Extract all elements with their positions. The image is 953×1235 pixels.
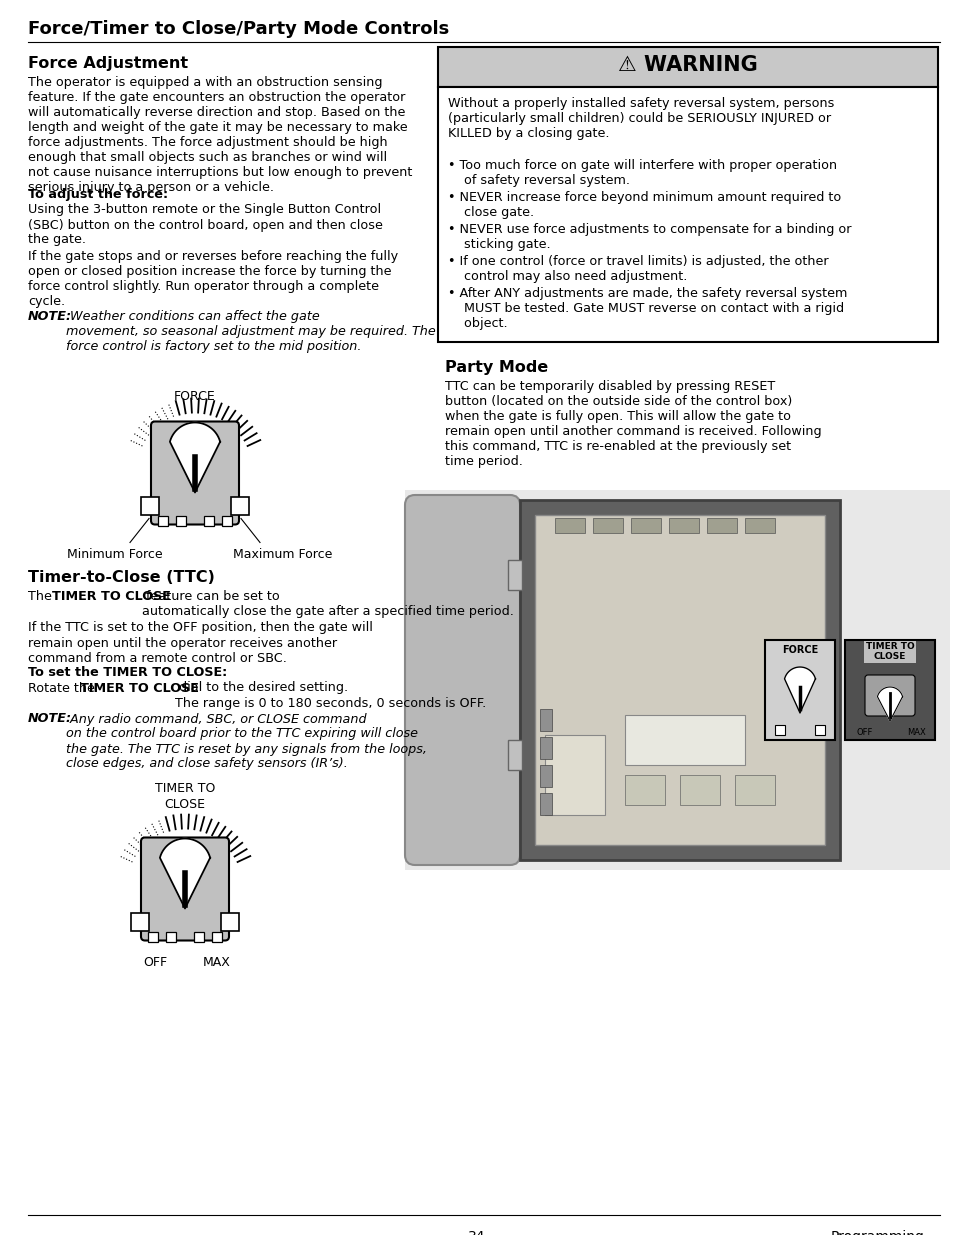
- Bar: [844, 640, 934, 740]
- Bar: [507, 559, 521, 590]
- Bar: [679, 776, 720, 805]
- Text: TTC can be temporarily disabled by pressing RESET
button (located on the outside: TTC can be temporarily disabled by press…: [444, 380, 821, 468]
- Bar: [764, 640, 834, 740]
- Bar: [555, 517, 584, 534]
- Text: Force Adjustment: Force Adjustment: [28, 56, 188, 70]
- Bar: [158, 515, 168, 526]
- Text: • If one control (force or travel limits) is adjusted, the other
    control may: • If one control (force or travel limits…: [448, 254, 828, 283]
- Polygon shape: [783, 667, 815, 713]
- Text: Weather conditions can affect the gate
movement, so seasonal adjustment may be r: Weather conditions can affect the gate m…: [66, 310, 436, 353]
- Text: feature can be set to
automatically close the gate after a specified time period: feature can be set to automatically clos…: [142, 590, 514, 619]
- Bar: [131, 913, 149, 930]
- Text: FORCE: FORCE: [174, 389, 215, 403]
- Text: Using the 3-button remote or the Single Button Control
(SBC) button on the contr: Using the 3-button remote or the Single …: [28, 204, 382, 247]
- Text: Party Mode: Party Mode: [444, 359, 548, 375]
- Text: NOTE:: NOTE:: [28, 310, 72, 324]
- FancyBboxPatch shape: [864, 676, 914, 716]
- Text: Timer-to-Close (TTC): Timer-to-Close (TTC): [28, 571, 214, 585]
- Bar: [593, 517, 622, 534]
- Bar: [212, 931, 222, 941]
- Text: Maximum Force: Maximum Force: [233, 548, 333, 562]
- Text: TIMER TO
CLOSE: TIMER TO CLOSE: [154, 783, 215, 810]
- Bar: [222, 515, 232, 526]
- Text: To set the TIMER TO CLOSE:: To set the TIMER TO CLOSE:: [28, 666, 227, 679]
- Bar: [544, 735, 604, 815]
- Bar: [148, 931, 158, 941]
- Text: ⚠ WARNING: ⚠ WARNING: [618, 56, 757, 75]
- Text: Minimum Force: Minimum Force: [67, 548, 163, 562]
- Text: • NEVER increase force beyond minimum amount required to
    close gate.: • NEVER increase force beyond minimum am…: [448, 191, 841, 219]
- Polygon shape: [160, 839, 210, 909]
- Text: dial to the desired setting.
The range is 0 to 180 seconds, 0 seconds is OFF.: dial to the desired setting. The range i…: [174, 682, 486, 709]
- Bar: [744, 517, 774, 534]
- Bar: [630, 517, 660, 534]
- Text: To adjust the force:: To adjust the force:: [28, 188, 168, 201]
- Bar: [166, 931, 175, 941]
- Bar: [539, 709, 552, 731]
- Bar: [706, 517, 737, 534]
- Text: NOTE:: NOTE:: [28, 713, 72, 725]
- Text: TIMER TO CLOSE: TIMER TO CLOSE: [80, 682, 198, 694]
- Text: Without a properly installed safety reversal system, persons
(particularly small: Without a properly installed safety reve…: [448, 98, 834, 140]
- Bar: [624, 776, 664, 805]
- Bar: [204, 515, 213, 526]
- Bar: [774, 725, 784, 735]
- Polygon shape: [170, 422, 220, 493]
- Bar: [814, 725, 824, 735]
- Text: The: The: [28, 590, 56, 604]
- Text: OFF: OFF: [143, 956, 167, 969]
- FancyBboxPatch shape: [405, 495, 519, 864]
- Text: If the gate stops and or reverses before reaching the fully
open or closed posit: If the gate stops and or reverses before…: [28, 249, 397, 308]
- Bar: [535, 515, 824, 845]
- Text: MAX: MAX: [203, 956, 231, 969]
- Polygon shape: [877, 687, 902, 721]
- Bar: [539, 737, 552, 760]
- Text: MAX: MAX: [906, 727, 924, 737]
- Text: The operator is equipped a with an obstruction sensing
feature. If the gate enco: The operator is equipped a with an obstr…: [28, 77, 412, 194]
- Text: FORCE: FORCE: [781, 645, 818, 655]
- Bar: [437, 86, 937, 342]
- FancyBboxPatch shape: [141, 837, 229, 941]
- Bar: [539, 764, 552, 787]
- Text: TIMER TO CLOSE: TIMER TO CLOSE: [52, 590, 171, 604]
- Bar: [141, 496, 159, 515]
- Bar: [193, 931, 204, 941]
- Bar: [668, 517, 699, 534]
- Text: TIMER TO
CLOSE: TIMER TO CLOSE: [864, 642, 913, 662]
- Text: If the TTC is set to the OFF position, then the gate will
remain open until the : If the TTC is set to the OFF position, t…: [28, 621, 373, 664]
- FancyBboxPatch shape: [151, 421, 239, 525]
- Bar: [175, 515, 186, 526]
- Bar: [624, 715, 744, 764]
- Bar: [519, 500, 840, 860]
- Bar: [507, 740, 521, 769]
- Bar: [221, 913, 239, 930]
- Bar: [539, 793, 552, 815]
- Bar: [437, 47, 937, 86]
- Text: Any radio command, SBC, or CLOSE command
on the control board prior to the TTC e: Any radio command, SBC, or CLOSE command…: [66, 713, 426, 771]
- Bar: [734, 776, 774, 805]
- Text: Programming: Programming: [830, 1230, 924, 1235]
- Text: Rotate the: Rotate the: [28, 682, 99, 694]
- Text: Force/Timer to Close/Party Mode Controls: Force/Timer to Close/Party Mode Controls: [28, 20, 449, 38]
- Bar: [405, 490, 949, 869]
- Text: • After ANY adjustments are made, the safety reversal system
    MUST be tested.: • After ANY adjustments are made, the sa…: [448, 287, 846, 330]
- Text: • Too much force on gate will interfere with proper operation
    of safety reve: • Too much force on gate will interfere …: [448, 159, 836, 186]
- Text: 34: 34: [468, 1230, 485, 1235]
- Bar: [231, 496, 249, 515]
- Text: • NEVER use force adjustments to compensate for a binding or
    sticking gate.: • NEVER use force adjustments to compens…: [448, 224, 851, 251]
- Text: OFF: OFF: [856, 727, 872, 737]
